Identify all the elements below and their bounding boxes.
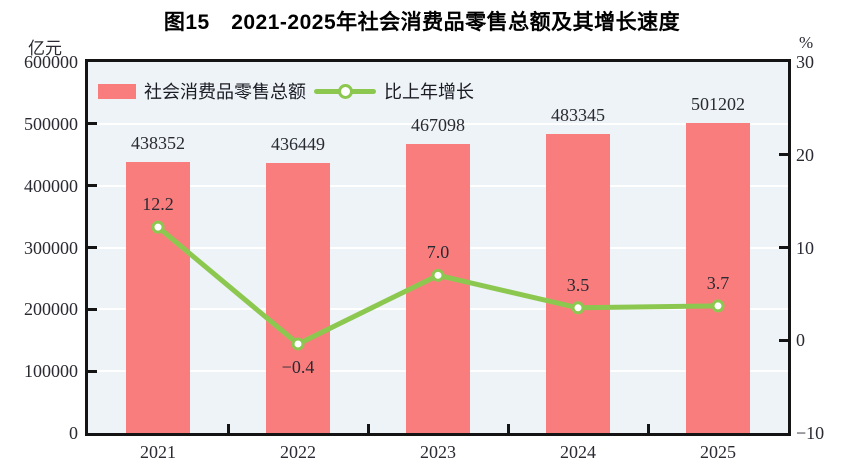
x-axis-tick: [366, 424, 370, 433]
left-axis-unit-label: 亿元: [28, 39, 62, 58]
bar-value-label: 483345: [551, 105, 605, 126]
right-axis-unit-label: %: [799, 33, 814, 52]
line-value-label: 3.7: [706, 272, 730, 293]
right-axis-tick: [779, 338, 788, 342]
x-axis-tick-label: 2023: [420, 442, 456, 462]
line-series-marker-icon: [314, 83, 376, 99]
chart-title: 图15 2021-2025年社会消费品零售总额及其增长速度: [163, 11, 681, 34]
x-axis-tick-label: 2025: [700, 442, 736, 462]
y-axis-right-tick-label: 20: [796, 144, 814, 165]
line-value-label: −0.4: [281, 356, 315, 377]
legend-label-bar-series: 社会消费品零售总额: [144, 82, 306, 102]
y-axis-right-tick-label: 30: [796, 52, 814, 72]
x-axis-tick-label: 2024: [560, 442, 596, 462]
y-axis-left-tick-label: 300000: [24, 237, 78, 258]
y-axis-left-tick-label: 100000: [24, 361, 78, 382]
line-marker: [571, 301, 585, 315]
right-axis-tick: [779, 246, 788, 249]
circle-marker-icon: [338, 83, 353, 99]
y-axis-left-tick-label: 500000: [24, 113, 78, 134]
bar-value-label: 438352: [131, 132, 185, 153]
bar-value-label: 467098: [411, 115, 465, 136]
line-value-label: 12.2: [142, 194, 174, 215]
bar-2021: [126, 161, 190, 433]
left-axis-tick: [88, 122, 97, 126]
left-axis-tick: [88, 307, 97, 311]
left-axis-tick: [88, 246, 97, 249]
x-axis-tick-label: 2022: [280, 442, 316, 462]
y-axis-left-tick-label: 200000: [24, 299, 78, 320]
y-axis-right-tick-label: 0: [796, 330, 805, 351]
plot-area: 社会消费品零售总额 比上年增长 438352 436449 467098 483345…: [85, 59, 791, 436]
line-marker: [151, 220, 165, 234]
line-marker: [431, 268, 445, 282]
legend: 社会消费品零售总额 比上年增长: [98, 78, 474, 104]
x-axis-tick: [646, 424, 650, 433]
left-axis-tick: [88, 369, 97, 373]
left-axis-tick: [88, 184, 97, 188]
x-axis-tick-label: 2021: [140, 442, 176, 462]
x-axis-tick: [506, 424, 510, 433]
line-marker: [291, 337, 305, 351]
bar-value-label: 501202: [691, 94, 745, 115]
gridline: [88, 122, 788, 125]
bar-2022: [266, 163, 330, 433]
growth-line-layer: [151, 220, 725, 351]
line-value-label: 7.0: [426, 242, 450, 263]
bar-2023: [406, 144, 470, 433]
line-marker: [711, 299, 725, 313]
right-axis-tick: [779, 153, 788, 157]
y-axis-left-tick-label: 600000: [24, 52, 78, 72]
y-axis-right-tick-label: −10: [796, 423, 825, 443]
y-axis-left-tick-label: 0: [69, 423, 78, 443]
line-value-label: 3.5: [566, 274, 590, 295]
legend-label-line-series: 比上年增长: [384, 82, 474, 102]
bar-value-label: 436449: [271, 134, 325, 155]
x-axis-tick: [226, 424, 230, 433]
bar-2024: [546, 134, 610, 433]
bar-2025: [686, 123, 750, 433]
bar-series-swatch-icon: [98, 83, 136, 99]
y-axis-right-tick-label: 10: [796, 237, 814, 258]
y-axis-left-tick-label: 400000: [24, 175, 78, 196]
